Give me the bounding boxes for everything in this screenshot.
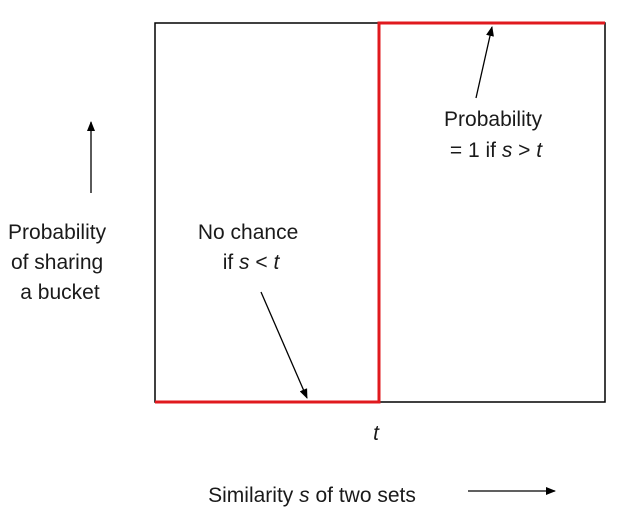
no-chance-if: if [223,251,239,274]
x-axis-label-suffix: of two sets [310,484,416,507]
no-chance-op: < [250,251,274,274]
y-axis-label: Probability of sharing a bucket [8,221,112,304]
step-function-line [155,21,605,404]
y-axis-label-line2: of sharing [11,251,103,274]
no-chance-line1: No chance [198,221,298,244]
no-chance-arrow-icon [260,291,308,399]
x-axis-label-prefix: Similarity [208,484,299,507]
probability-one-eq: = 1 if [450,139,502,162]
probability-one-arrow-icon [475,26,494,99]
y-axis-label-line1: Probability [8,221,107,244]
no-chance-var-s: s [239,251,250,274]
x-axis-label-variable: s [299,484,310,507]
no-chance-var-t: t [273,251,280,274]
probability-one-line1: Probability [444,108,543,131]
threshold-tick-label: t [373,422,380,445]
probability-one-var-t: t [536,139,543,162]
no-chance-line2: if s < t [223,251,281,274]
y-axis-label-line3: a bucket [20,281,100,304]
probability-one-line2: = 1 if s > t [450,139,543,162]
probability-one-var-s: s [502,139,513,162]
no-chance-annotation: No chance if s < t [198,221,304,274]
x-axis-label: Similarity s of two sets [208,484,416,507]
probability-one-annotation: Probability = 1 if s > t [444,108,548,162]
probability-one-op: > [512,139,536,162]
